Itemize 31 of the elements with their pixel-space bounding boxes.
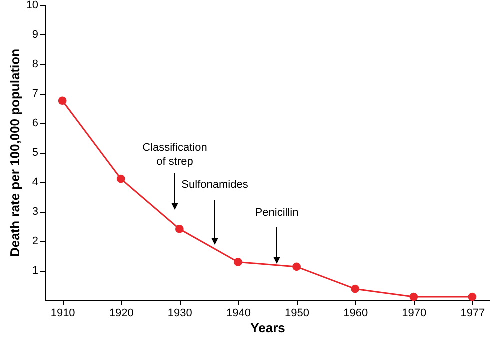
point xyxy=(292,262,301,272)
point xyxy=(58,96,67,106)
x-tick-label: 1970 xyxy=(402,308,427,320)
y-tick-label: 8 xyxy=(32,58,38,70)
y-tick-label: 10 xyxy=(26,0,38,12)
y-tick-label: 9 xyxy=(32,29,38,41)
x-tick-label: 1920 xyxy=(109,308,134,320)
point xyxy=(351,284,360,294)
point xyxy=(410,292,418,302)
x-tick-label: 1940 xyxy=(226,308,251,320)
y-tick-label: 6 xyxy=(32,118,38,130)
point xyxy=(175,225,184,234)
x-tick-label: 1977 xyxy=(460,308,486,320)
y-tick-label: 7 xyxy=(32,88,38,100)
annotation: Sulfonamides xyxy=(182,179,249,191)
y-axis-title: Death rate per 100,000 population xyxy=(7,48,22,258)
point xyxy=(468,292,477,302)
x-tick-label: 1930 xyxy=(168,308,192,320)
annotation: Classification of strep xyxy=(142,142,208,168)
x-axis-title: Years xyxy=(250,320,286,336)
x-tick-label: 1950 xyxy=(285,308,310,320)
x-tick-label: 1910 xyxy=(50,308,76,320)
y-tick-label: 1 xyxy=(32,265,38,277)
y-tick-label: 5 xyxy=(32,147,38,159)
y-tick-label: 3 xyxy=(32,206,38,218)
y-tick-label: 2 xyxy=(32,236,38,248)
y-tick-label: 4 xyxy=(32,176,38,188)
annotation: Penicillin xyxy=(255,207,299,219)
x-tick-label: 1960 xyxy=(344,308,368,320)
point xyxy=(234,258,242,266)
point xyxy=(116,174,126,184)
